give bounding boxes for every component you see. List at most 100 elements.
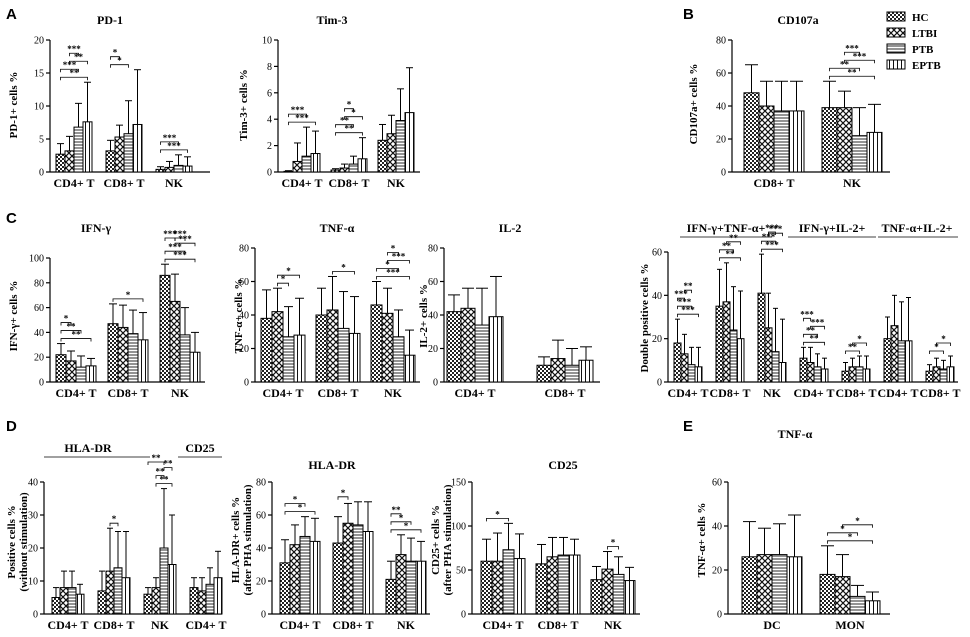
bar-eptb — [121, 577, 131, 615]
significance-bracket — [284, 511, 316, 515]
category-label: CD4+ T — [483, 618, 524, 632]
significance-bracket — [60, 322, 72, 326]
significance-bracket — [147, 461, 165, 465]
significance-label: * — [286, 266, 291, 276]
significance-label: *** — [811, 317, 825, 327]
y-tick-label: 50 — [456, 566, 466, 577]
bar-eptb — [309, 540, 321, 615]
legend-label-ptb: PTB — [912, 44, 934, 56]
category-label: NK — [604, 618, 623, 632]
bar-ltbi — [491, 560, 504, 615]
bar-hc — [799, 357, 808, 383]
significance-bracket — [335, 132, 363, 136]
y-tick-label: 40 — [716, 102, 726, 113]
bar-ptb — [348, 163, 359, 173]
significance-label: *** — [765, 240, 779, 250]
significance-label: ** — [160, 475, 170, 485]
panel-letter-e: E — [683, 418, 693, 435]
bar-ptb — [113, 567, 123, 615]
significance-label: * — [341, 262, 346, 272]
ylabel-il2: IL-2+ cells % — [418, 284, 430, 348]
bar-hc — [189, 587, 199, 615]
bar-eptb — [864, 600, 881, 615]
bar-hc — [107, 323, 119, 383]
significance-bracket — [277, 274, 300, 279]
significance-label: ** — [67, 322, 77, 332]
significance-label: *** — [295, 113, 309, 123]
significance-bracket — [110, 56, 120, 60]
y-tick-label: 2 — [267, 141, 272, 152]
y-tick-label: 60 — [652, 248, 662, 259]
significance-label: ** — [684, 281, 694, 291]
title-tim3: Tim-3 — [316, 13, 347, 27]
bar-ltbi — [546, 556, 559, 615]
y-tick-label: 20 — [34, 36, 44, 47]
ylabel-double: Double positive cells % — [639, 263, 651, 372]
y-tick-label: 0 — [657, 378, 662, 389]
bar-ltbi — [680, 353, 689, 383]
bar-ltbi — [764, 327, 773, 383]
significance-label: ** — [152, 453, 162, 463]
y-tick-label: 80 — [428, 244, 438, 255]
significance-bracket — [829, 75, 875, 80]
category-label: NK — [151, 618, 170, 632]
significance-bracket — [164, 250, 186, 255]
significance-label: ** — [340, 116, 350, 126]
significance-bracket — [60, 76, 88, 81]
bar-eptb — [404, 112, 415, 173]
y-tick-label: 0 — [267, 168, 272, 179]
bar-ltbi — [151, 587, 161, 615]
significance-bracket — [376, 268, 399, 272]
ylabel-pd1: PD-1+ cells % — [8, 72, 20, 139]
significance-bracket — [677, 305, 692, 310]
legend-label-ltbi: LTBI — [912, 28, 937, 40]
significance-bracket — [827, 540, 873, 544]
y-tick-label: 20 — [428, 344, 438, 355]
category-label: CD8+ T — [94, 618, 135, 632]
y-tick-label: 0 — [39, 378, 44, 389]
bar-hc — [757, 292, 766, 383]
bar-eptb — [778, 362, 787, 383]
significance-bracket — [761, 240, 776, 245]
bar-ltbi — [164, 166, 175, 173]
bar-hc — [155, 168, 166, 173]
bar-ptb — [67, 587, 77, 615]
significance-label: *** — [173, 229, 187, 239]
y-tick-label: 60 — [239, 277, 249, 288]
significance-label: * — [495, 509, 500, 519]
significance-label: * — [351, 108, 356, 118]
significance-bracket — [607, 546, 619, 550]
bar-hc — [105, 150, 116, 173]
bar-hc — [55, 354, 67, 383]
bar-ptb — [179, 334, 191, 383]
significance-bracket — [390, 513, 402, 517]
significance-bracket — [174, 242, 196, 247]
y-tick-label: 20 — [712, 566, 722, 577]
category-label: NK — [171, 386, 190, 400]
bar-eptb — [862, 368, 871, 383]
bar-hc — [55, 153, 66, 173]
significance-bracket — [60, 68, 79, 73]
bar-eptb — [513, 558, 526, 615]
title-pd1: PD-1 — [97, 13, 123, 27]
category-label: CD4+ T — [668, 386, 709, 400]
title-tnfa: TNF-α — [320, 221, 355, 235]
bar-ltbi — [65, 360, 77, 383]
significance-label: *** — [853, 51, 867, 61]
bar-eptb — [348, 332, 361, 383]
significance-label: * — [848, 532, 853, 542]
significance-bracket — [160, 141, 179, 145]
category-label: CD8+ T — [329, 176, 370, 190]
legend-swatch-ptb — [886, 43, 906, 54]
y-tick-label: 150 — [451, 478, 466, 489]
category-label: NK — [384, 386, 403, 400]
bar-hc — [536, 364, 552, 383]
category-label: CD4+ T — [186, 618, 227, 632]
significance-label: * — [391, 244, 396, 254]
significance-bracket — [803, 333, 818, 338]
category-label: CD4+ T — [282, 176, 323, 190]
